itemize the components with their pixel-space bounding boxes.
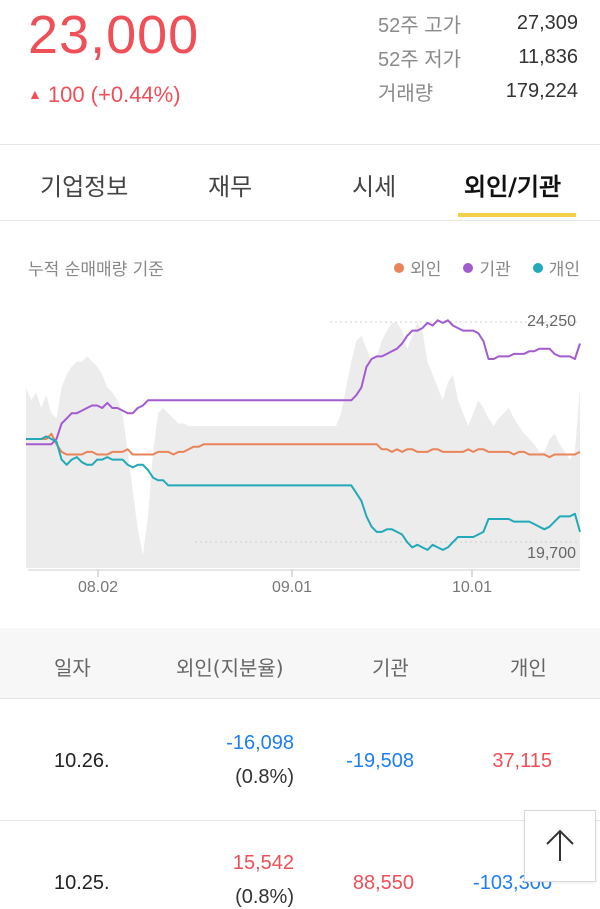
y-high-label: 24,250 — [527, 313, 576, 330]
legend-label: 개인 — [548, 260, 580, 280]
legend-dot — [394, 262, 405, 273]
price-change-value: 100 (+0.44%) — [47, 82, 181, 107]
tab-quotes[interactable]: 시세 — [352, 173, 397, 201]
price-change: ▲ 100 (+0.44%) — [28, 82, 181, 108]
current-price: 23,000 — [28, 5, 200, 65]
divider — [0, 820, 600, 821]
col-foreign: 외인(지분율) — [176, 656, 284, 680]
tab-company-info[interactable]: 기업정보 — [40, 173, 129, 201]
divider — [0, 698, 600, 699]
active-tab-indicator — [458, 213, 576, 217]
legend-label: 외인 — [410, 260, 442, 280]
legend-dot — [463, 262, 474, 273]
price-area — [26, 322, 580, 568]
stat-label: 52주 저가 — [378, 48, 462, 71]
legend-item-individual[interactable]: 개인 — [532, 255, 580, 280]
stat-value: 27,309 — [516, 11, 578, 34]
stat-label: 52주 고가 — [378, 14, 462, 37]
price-stats: 52주 고가 27,309 52주 저가 11,836 거래량 179,224 — [378, 6, 578, 108]
chart-plot-area — [26, 319, 581, 568]
row-foreign-pct: (0.8%) — [235, 886, 294, 908]
row-foreign: -16,098 — [226, 732, 294, 754]
stat-value: 11,836 — [518, 45, 578, 68]
x-tick-label: 09.01 — [272, 579, 312, 596]
col-date: 일자 — [54, 656, 91, 680]
tab-bar: 기업정보 재무 시세 외인/기관 — [0, 145, 600, 221]
table-header: 일자 외인(지분율) 기관 개인 — [0, 628, 600, 698]
up-triangle-icon: ▲ — [28, 86, 42, 102]
row-institution: -19,508 — [346, 750, 414, 772]
col-individual: 개인 — [510, 656, 547, 680]
stat-label: 거래량 — [378, 82, 434, 105]
tab-foreign-institution[interactable]: 외인/기관 — [464, 173, 562, 201]
row-institution: 88,550 — [352, 872, 414, 894]
row-foreign-pct: (0.8%) — [235, 766, 294, 788]
row-date: 10.26. — [54, 750, 110, 772]
chart-legend: 외인 기관 개인 — [394, 255, 580, 280]
legend-dot — [532, 262, 543, 273]
row-date: 10.25. — [54, 872, 110, 894]
legend-label: 기관 — [479, 260, 511, 280]
stat-volume: 거래량 179,224 — [378, 74, 578, 108]
divider — [0, 220, 600, 221]
x-tick-label: 08.02 — [78, 579, 118, 596]
stat-52w-low: 52주 저가 11,836 — [378, 40, 578, 74]
col-institution: 기관 — [372, 656, 409, 680]
chart-caption: 누적 순매매량 기준 — [28, 260, 164, 280]
series-line-0 — [26, 432, 581, 459]
row-individual: 37,115 — [492, 750, 552, 772]
series-line-2 — [26, 435, 581, 551]
divider — [0, 144, 600, 145]
legend-item-foreign[interactable]: 외인 — [394, 255, 441, 280]
stat-52w-high: 52주 고가 27,309 — [378, 6, 578, 40]
legend-item-institution[interactable]: 기관 — [463, 255, 511, 280]
net-trading-chart: 24,250 19,700 08.02 09.01 10.01 — [26, 313, 581, 596]
scroll-to-top-button[interactable] — [524, 810, 596, 882]
tab-financials[interactable]: 재무 — [208, 173, 253, 201]
x-tick-label: 10.01 — [452, 579, 492, 596]
y-low-label: 19,700 — [527, 545, 576, 562]
arrow-up-icon — [546, 829, 574, 861]
row-foreign: 15,542 — [232, 852, 294, 874]
series-line-1 — [26, 319, 581, 446]
stat-value: 179,224 — [505, 79, 578, 102]
